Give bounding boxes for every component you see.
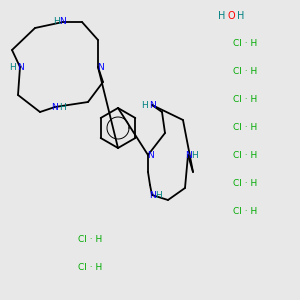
Text: Cl · H: Cl · H xyxy=(233,68,257,76)
Text: Cl · H: Cl · H xyxy=(233,95,257,104)
Text: O: O xyxy=(227,11,235,21)
Text: H: H xyxy=(142,100,148,109)
Text: N: N xyxy=(97,62,104,71)
Text: Cl · H: Cl · H xyxy=(78,236,102,244)
Text: N: N xyxy=(148,190,155,200)
Text: Cl · H: Cl · H xyxy=(233,40,257,49)
Text: H: H xyxy=(52,17,59,26)
Text: N: N xyxy=(52,103,58,112)
Text: N: N xyxy=(184,151,191,160)
Text: Cl · H: Cl · H xyxy=(233,208,257,217)
Text: Cl · H: Cl · H xyxy=(233,152,257,160)
Text: Cl · H: Cl · H xyxy=(78,263,102,272)
Text: H: H xyxy=(192,151,198,160)
Text: Cl · H: Cl · H xyxy=(233,124,257,133)
Text: H: H xyxy=(156,190,162,200)
Text: N: N xyxy=(16,62,23,71)
Text: H: H xyxy=(10,62,16,71)
Text: H: H xyxy=(218,11,226,21)
Text: N: N xyxy=(147,151,153,160)
Text: H: H xyxy=(237,11,245,21)
Text: H: H xyxy=(58,103,65,112)
Text: N: N xyxy=(148,100,155,109)
Text: N: N xyxy=(60,17,66,26)
Text: Cl · H: Cl · H xyxy=(233,179,257,188)
